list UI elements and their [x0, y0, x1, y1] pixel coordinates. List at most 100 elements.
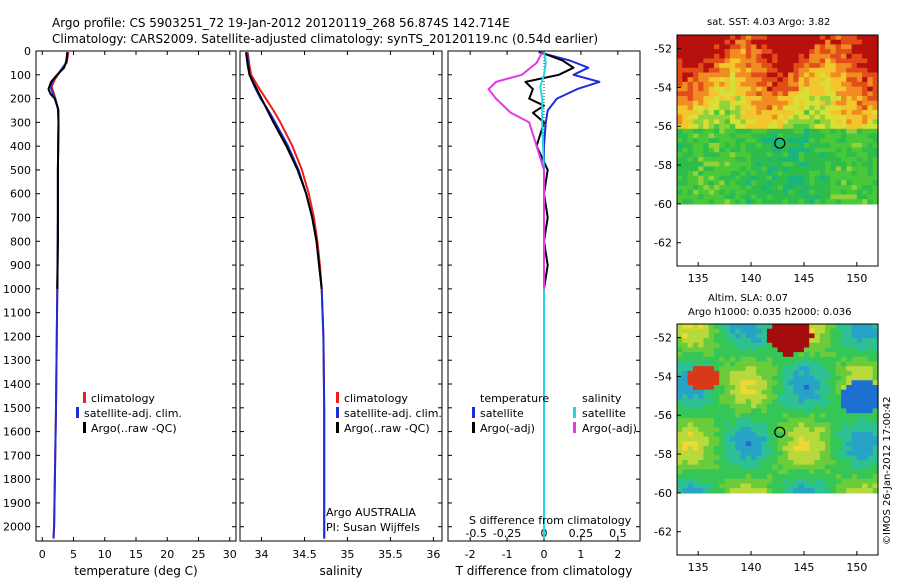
map-cell	[782, 488, 789, 494]
map-cell	[724, 128, 731, 135]
map-cell	[745, 441, 752, 447]
map-cell	[788, 352, 794, 358]
x-tick-label: 20	[160, 548, 174, 561]
map-cell	[841, 86, 847, 92]
map-cell	[809, 460, 816, 466]
map-cell	[862, 380, 868, 386]
map-cell	[714, 460, 720, 466]
map-cell	[846, 422, 853, 428]
map-cell	[692, 171, 699, 177]
map-cell	[756, 114, 763, 120]
map-cell	[745, 142, 752, 149]
map-cell	[819, 422, 826, 428]
map-cell	[872, 478, 879, 485]
map-cell	[788, 119, 794, 125]
map-cell	[819, 333, 826, 339]
map-cell	[825, 460, 831, 466]
map-x-tick-label: 135	[688, 272, 709, 285]
map-cell	[756, 380, 763, 386]
map-cell	[862, 366, 868, 372]
map-cell	[703, 72, 710, 78]
map-cell	[677, 81, 683, 88]
map-cell	[772, 446, 779, 452]
map-cell	[703, 147, 710, 153]
map-cell	[682, 77, 689, 83]
map-cell	[867, 347, 874, 353]
map-cell	[692, 53, 699, 60]
map-cell	[772, 338, 779, 344]
map-cell	[692, 417, 699, 424]
map-cell	[772, 166, 779, 172]
map-cell	[862, 199, 868, 205]
map-cell	[856, 105, 863, 111]
map-cell	[862, 446, 868, 452]
map-cell	[751, 138, 757, 144]
map-cell	[835, 356, 842, 363]
map-cell	[819, 175, 826, 181]
map-cell	[825, 328, 831, 334]
map-cell	[708, 124, 715, 130]
map-cell	[698, 408, 705, 414]
map-cell	[825, 63, 831, 69]
map-cell	[692, 44, 699, 50]
map-cell	[846, 333, 853, 339]
map-cell	[682, 138, 689, 144]
map-cell	[814, 436, 821, 442]
map-cell	[719, 199, 726, 205]
map-cell	[698, 119, 705, 125]
map-cell	[862, 385, 868, 391]
map-cell	[766, 96, 773, 102]
map-cell	[788, 81, 794, 88]
y-tick-label: 500	[10, 164, 31, 177]
map-cell	[793, 142, 800, 149]
map-cell	[729, 96, 736, 102]
map-cell	[708, 431, 715, 438]
map-cell	[687, 124, 694, 130]
map-cell	[841, 347, 847, 353]
y-tick-label: 1200	[3, 330, 31, 343]
map-cell	[830, 431, 837, 438]
map-cell	[788, 138, 794, 144]
map-cell	[793, 324, 800, 330]
top-x-tick-label: -0.5	[465, 527, 486, 540]
map-y-tick-label: -52	[654, 332, 672, 345]
map-cell	[677, 488, 683, 494]
map-cell	[798, 133, 805, 139]
map-cell	[756, 347, 763, 353]
map-cell	[766, 375, 773, 381]
map-cell	[788, 436, 794, 442]
map-cell	[788, 86, 794, 92]
map-cell	[830, 394, 837, 400]
map-cell	[835, 91, 842, 97]
map-cell	[819, 488, 826, 494]
map-cell	[772, 100, 779, 106]
map-cell	[830, 342, 837, 349]
map-x-tick-label: 140	[741, 561, 762, 574]
map-cell	[735, 53, 742, 60]
map-cell	[687, 417, 694, 424]
map-cell	[862, 361, 868, 367]
map-cell	[714, 455, 720, 461]
map-cell	[724, 142, 731, 149]
map-cell	[682, 44, 689, 50]
map-cell	[830, 408, 837, 414]
map-cell	[777, 474, 784, 480]
map-cell	[782, 389, 789, 395]
map-cell	[798, 385, 805, 391]
map-cell	[798, 100, 805, 106]
map-cell	[856, 483, 863, 489]
map-cell	[841, 483, 847, 489]
map-cell	[825, 180, 831, 186]
map-cell	[872, 469, 879, 475]
map-cell	[867, 455, 874, 461]
map-cell	[724, 77, 731, 83]
map-cell	[867, 86, 874, 92]
map-cell	[714, 380, 720, 386]
map-cell	[777, 67, 784, 74]
map-cell	[788, 166, 794, 172]
y-tick-label: 800	[10, 235, 31, 248]
map-cell	[719, 100, 726, 106]
map-cell	[830, 63, 837, 69]
map-cell	[719, 446, 726, 452]
map-cell	[682, 436, 689, 442]
